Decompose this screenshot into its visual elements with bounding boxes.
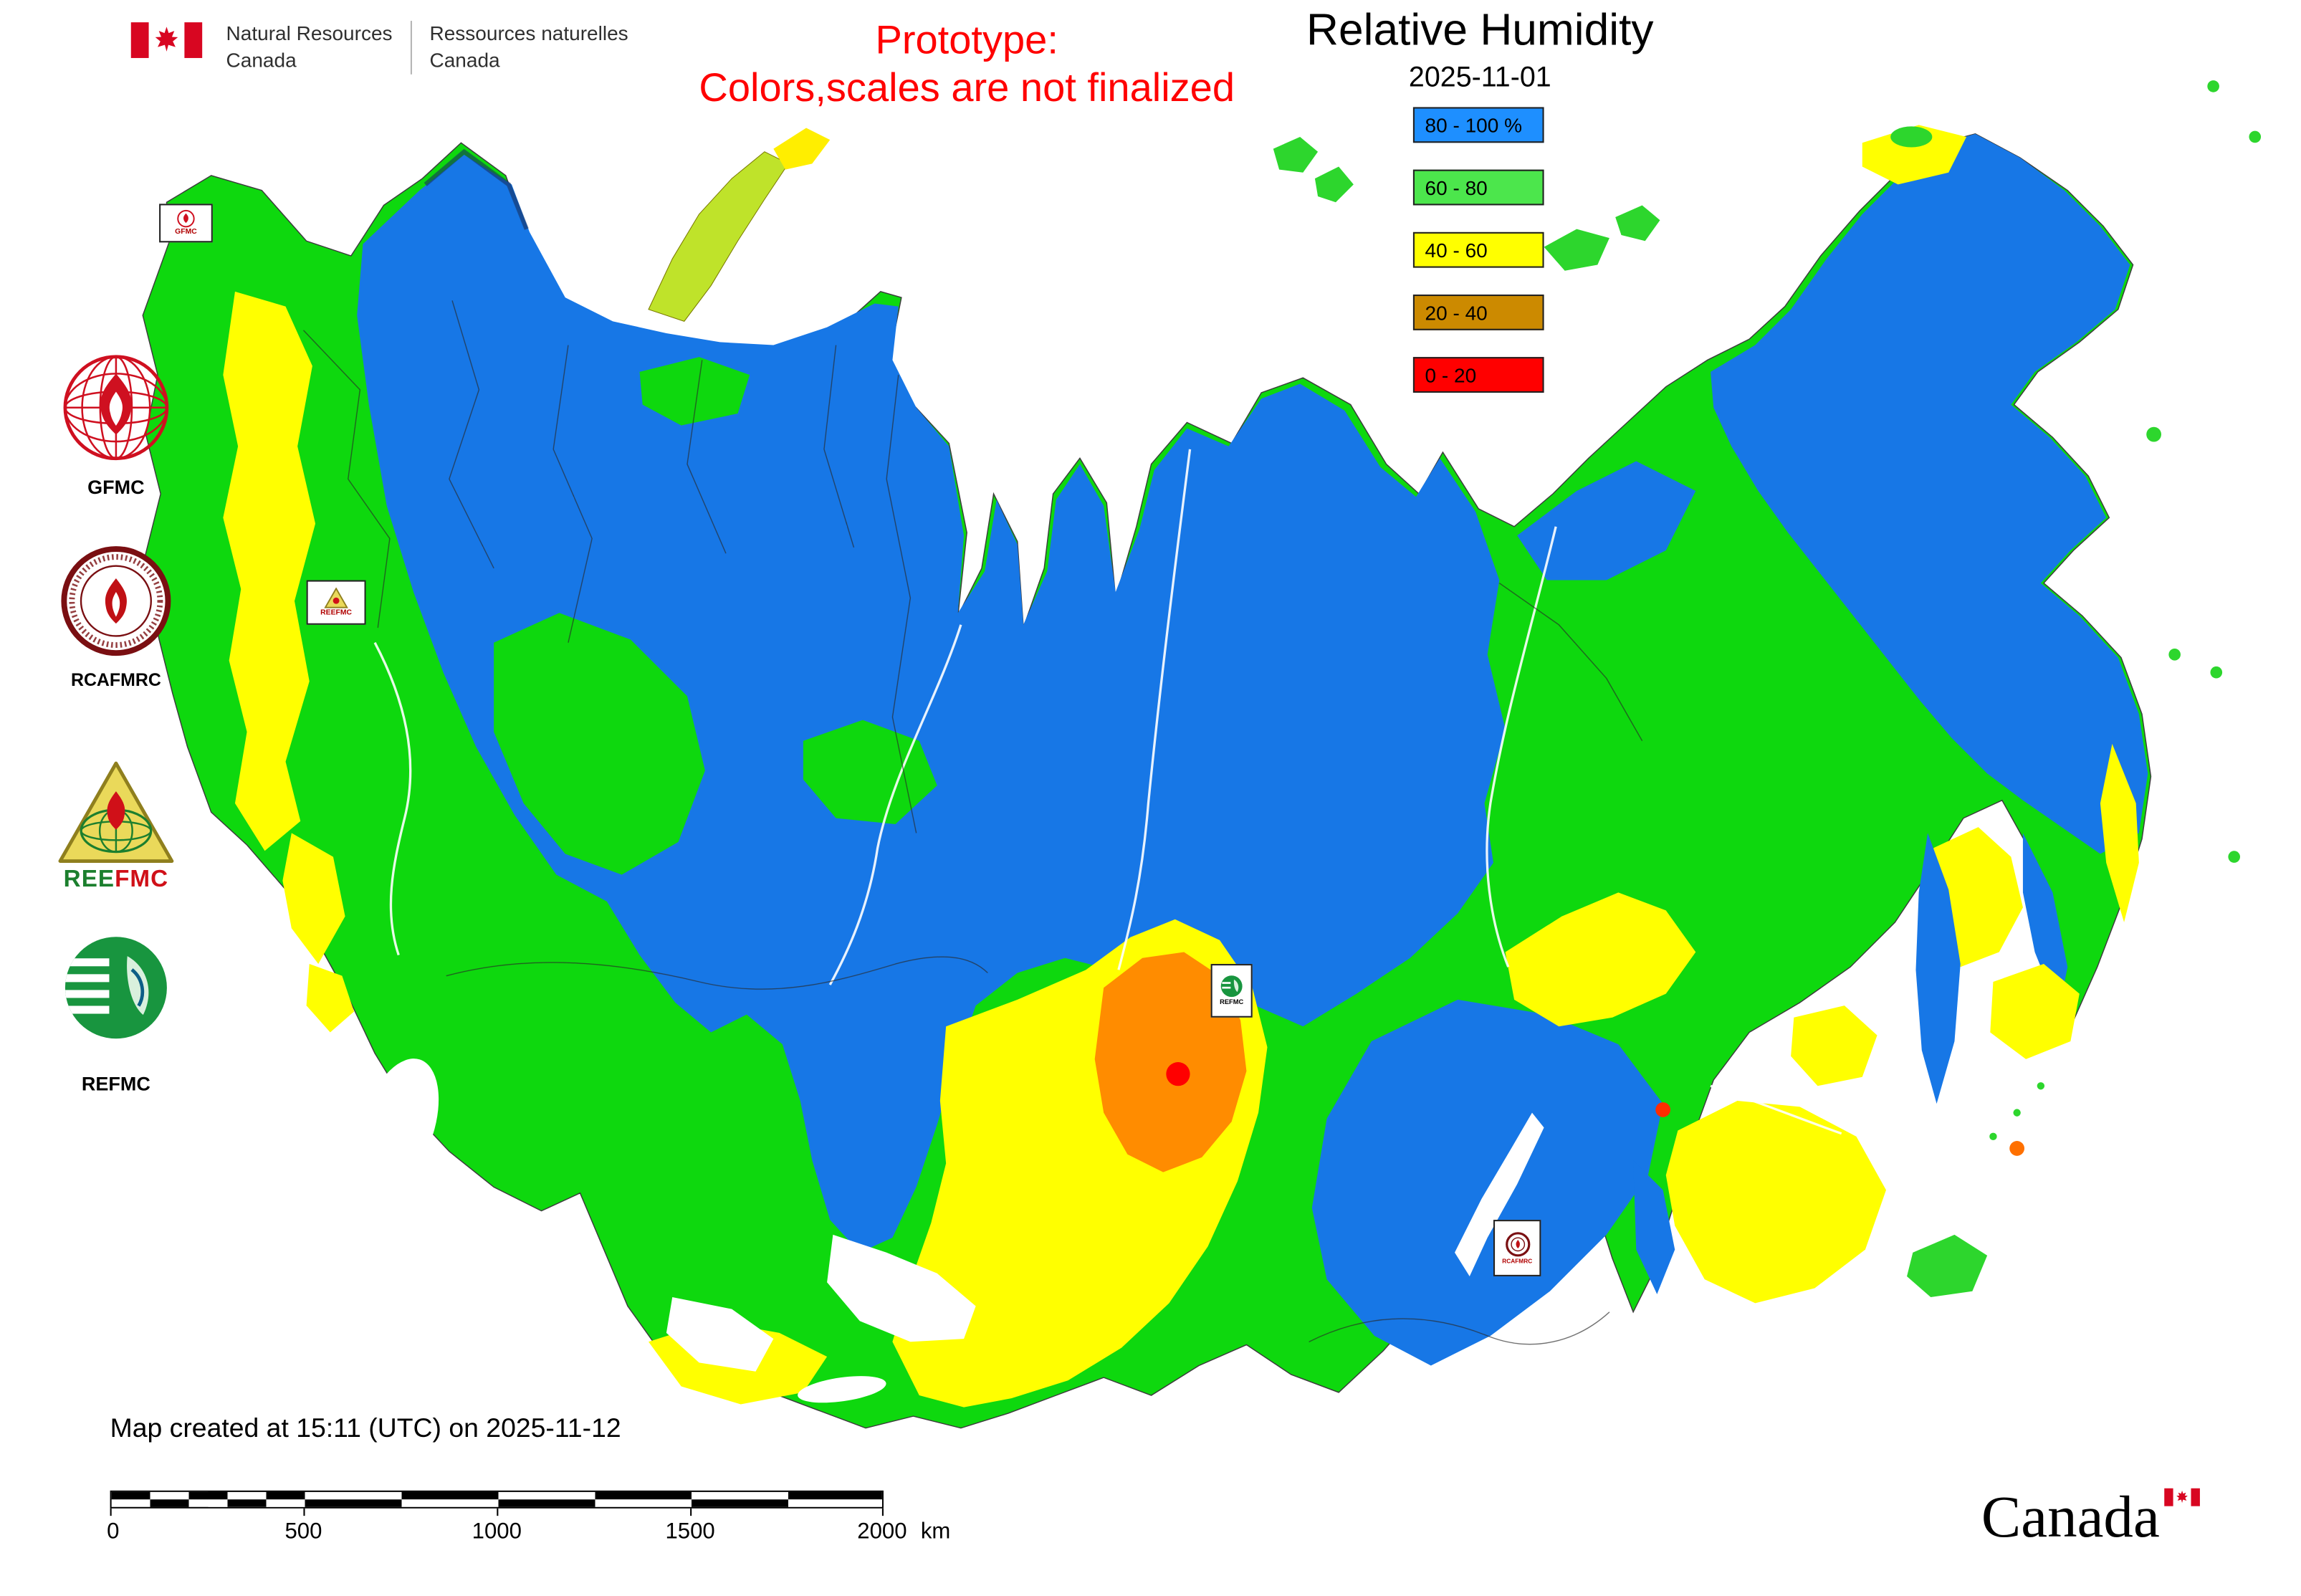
reefmc-logo-icon	[58, 761, 174, 863]
scale-label-2000: 2000	[857, 1519, 907, 1544]
refmc-logo-label: REFMC	[81, 1072, 150, 1095]
map-date: 2025-11-01	[1408, 62, 1551, 94]
agency-name-fr-line1: Ressources naturelles	[429, 22, 628, 45]
scale-bar-fine-bottom	[111, 1499, 305, 1507]
legend-item-label: 40 - 60	[1425, 239, 1488, 262]
reefmc-marker-icon	[324, 587, 348, 608]
agency-name-fr-line2: Canada	[429, 48, 500, 71]
islands	[648, 80, 2262, 1298]
scale-label-1500: 1500	[665, 1519, 715, 1544]
reefmc-logo-label: REEFMC	[33, 867, 199, 894]
reefmc-marker-label: REEFMC	[320, 608, 353, 618]
reefmc-map-marker: REEFMC	[306, 580, 366, 625]
legend: 80 - 100 % 60 - 80 40 - 60 20 - 40 0 - 2…	[1412, 107, 1544, 419]
reefmc-label-red: FMC	[115, 867, 169, 893]
legend-item-label: 80 - 100 %	[1425, 113, 1523, 136]
reefmc-label-green: REE	[63, 867, 115, 893]
legend-item-label: 60 - 80	[1425, 176, 1488, 199]
refmc-logo-icon	[64, 937, 167, 1039]
legend-item-label: 0 - 20	[1425, 363, 1477, 386]
prototype-warning: Prototype: Colors,scales are not finaliz…	[625, 18, 1309, 113]
scale-label-0: 0	[107, 1519, 120, 1544]
scale-bar: 0 500 1000 1500 2000 km	[107, 1490, 1003, 1556]
admin-borders	[302, 148, 1643, 1345]
page-title: Relative Humidity	[1306, 6, 1654, 55]
rcafmrc-marker-icon	[1505, 1232, 1530, 1257]
scale-label-500: 500	[284, 1519, 322, 1544]
gfmc-map-marker: GFMC	[159, 204, 213, 243]
refmc-logo-block: REFMC	[33, 931, 199, 1095]
agency-name-en: Natural Resources Canada	[226, 21, 393, 73]
gfmc-logo-block: GFMC	[33, 351, 199, 498]
agency-divider	[410, 21, 412, 75]
refmc-marker-label: REFMC	[1220, 998, 1244, 1006]
scale-tick	[110, 1508, 112, 1516]
gfmc-marker-label: GFMC	[175, 227, 197, 237]
rcafmrc-logo-label: RCAFMRC	[70, 669, 161, 691]
scale-bar-fine-top	[111, 1491, 305, 1500]
agency-name-en-line2: Canada	[226, 48, 297, 71]
scale-bar-top-row	[111, 1491, 882, 1500]
scale-bar-bottom-row	[111, 1499, 882, 1507]
rcafmrc-logo-icon	[61, 546, 171, 656]
humidity-verylow-regions	[1094, 952, 2025, 1172]
agency-name-en-line1: Natural Resources	[226, 22, 393, 45]
agency-name-fr: Ressources naturelles Canada	[429, 21, 628, 73]
gfmc-logo-label: GFMC	[87, 476, 145, 499]
rcafmrc-logo-block: RCAFMRC	[33, 545, 199, 690]
legend-item-80-100: 80 - 100 %	[1412, 107, 1544, 143]
prototype-warning-line1: Prototype:	[875, 17, 1058, 63]
legend-item-40-60: 40 - 60	[1412, 231, 1544, 268]
scale-tick	[881, 1508, 884, 1516]
legend-item-label: 20 - 40	[1425, 301, 1488, 324]
scale-label-1000: 1000	[472, 1519, 522, 1544]
refmc-marker-icon	[1220, 975, 1243, 998]
scale-tick	[303, 1508, 305, 1516]
map-created-text: Map created at 15:11 (UTC) on 2025-11-12	[110, 1413, 621, 1443]
scale-tick	[690, 1508, 692, 1516]
scale-unit-label: km	[920, 1519, 951, 1544]
scale-tick	[497, 1508, 499, 1516]
prototype-warning-line2: Colors,scales are not finalized	[699, 65, 1235, 110]
scale-bar-graphic	[110, 1490, 884, 1509]
legend-item-0-20: 0 - 20	[1412, 357, 1544, 393]
humidity-mid-regions	[494, 357, 937, 875]
reefmc-logo-block: REEFMC	[33, 759, 199, 894]
rcafmrc-marker-label: RCAFMRC	[1502, 1256, 1533, 1265]
canada-wordmark: Canada	[1981, 1481, 2200, 1552]
gfmc-marker-icon	[177, 209, 195, 228]
rcafmrc-map-marker: RCAFMRC	[1493, 1220, 1541, 1276]
legend-item-60-80: 60 - 80	[1412, 169, 1544, 206]
gfmc-logo-icon	[63, 355, 169, 461]
nrcan-signature: Natural Resources Canada Ressources natu…	[130, 21, 628, 75]
legend-item-20-40: 20 - 40	[1412, 294, 1544, 330]
canada-wordmark-text: Canada	[1981, 1483, 2160, 1550]
refmc-map-marker: REFMC	[1210, 964, 1253, 1018]
